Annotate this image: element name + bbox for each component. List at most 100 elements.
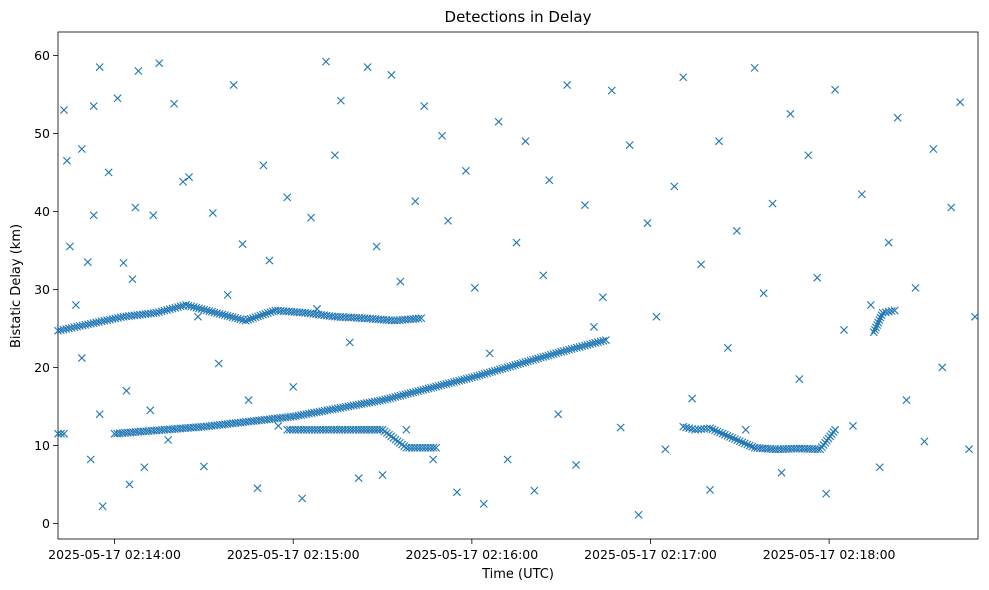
data-point <box>77 145 86 153</box>
data-point <box>786 109 795 118</box>
x-tick-label: 2025-05-17 02:18:00 <box>763 547 896 562</box>
data-point <box>192 303 201 312</box>
data-point <box>434 381 443 390</box>
data-point <box>634 510 643 519</box>
data-point <box>214 359 223 368</box>
data-point <box>472 372 481 381</box>
data-point <box>263 309 272 317</box>
data-point <box>516 359 525 368</box>
data-point <box>83 258 92 267</box>
data-point <box>813 273 822 282</box>
data-point <box>652 312 661 321</box>
data-point <box>893 113 902 122</box>
data-point <box>54 429 62 438</box>
x-axis: 2025-05-17 02:14:00 2025-05-17 02:15:00 20… <box>48 539 896 562</box>
data-point <box>503 363 512 372</box>
data-point <box>546 350 555 359</box>
data-point <box>479 499 488 508</box>
data-point <box>182 301 191 309</box>
data-point <box>414 314 423 323</box>
data-point <box>530 486 539 495</box>
data-point <box>154 308 163 317</box>
data-point <box>452 377 461 386</box>
data-point <box>244 315 253 324</box>
data-point <box>89 211 98 220</box>
data-point <box>160 306 169 315</box>
data-point <box>539 352 548 361</box>
data-point <box>607 86 616 95</box>
data-point <box>77 354 86 363</box>
data-point <box>563 81 572 90</box>
data-point <box>485 349 494 358</box>
data-point <box>536 353 545 362</box>
data-point <box>461 166 470 175</box>
data-point <box>421 385 430 394</box>
data-point <box>708 425 717 434</box>
data-point <box>475 371 484 380</box>
data-point <box>732 226 741 235</box>
data-point <box>795 375 804 384</box>
data-point <box>194 304 203 313</box>
data-point <box>593 338 602 347</box>
data-point <box>956 98 965 107</box>
data-point <box>86 455 95 464</box>
data-point <box>875 463 884 472</box>
data-point <box>545 176 554 185</box>
data-point <box>688 394 697 403</box>
data-point <box>733 436 742 445</box>
data-point <box>313 304 322 313</box>
data-point <box>965 445 974 454</box>
data-point <box>429 443 438 452</box>
data-point <box>168 304 177 313</box>
y-tick-label: 60 <box>34 48 50 63</box>
data-point <box>244 396 253 405</box>
data-point <box>599 336 608 345</box>
data-point <box>363 63 372 72</box>
data-point <box>259 161 268 170</box>
data-point <box>207 307 216 316</box>
data-point <box>98 502 107 511</box>
data-point <box>134 67 143 75</box>
data-point <box>424 384 433 393</box>
data-point <box>512 238 521 247</box>
data-point <box>122 386 131 395</box>
data-point <box>220 311 229 320</box>
data-point <box>588 339 597 348</box>
data-point <box>460 375 469 384</box>
data-point <box>583 340 592 349</box>
data-point <box>470 372 479 381</box>
data-point <box>432 382 441 391</box>
y-tick-label: 10 <box>34 438 50 453</box>
data-point <box>541 352 550 361</box>
data-point <box>565 345 574 354</box>
data-point <box>526 356 535 365</box>
data-point <box>745 441 754 450</box>
y-tick-label: 40 <box>34 204 50 219</box>
data-point <box>544 351 553 360</box>
data-point <box>470 283 479 292</box>
data-point <box>581 201 589 210</box>
data-point <box>831 85 840 94</box>
data-point <box>283 193 292 202</box>
data-point <box>511 361 520 370</box>
data-point <box>706 424 715 433</box>
x-tick-label: 2025-05-17 02:15:00 <box>227 547 360 562</box>
data-point <box>372 242 381 251</box>
data-point <box>378 471 387 480</box>
data-point <box>534 354 543 363</box>
data-point <box>498 364 507 373</box>
plot-area <box>57 31 979 540</box>
data-point <box>197 305 206 314</box>
data-point <box>438 131 447 140</box>
data-point <box>572 460 581 469</box>
data-point <box>777 468 786 477</box>
data-point <box>452 488 461 497</box>
x-tick-label: 2025-05-17 02:16:00 <box>405 547 538 562</box>
data-point <box>163 305 172 314</box>
data-point <box>679 422 688 431</box>
data-point <box>743 440 752 449</box>
data-point <box>706 485 715 494</box>
data-point <box>508 361 517 370</box>
data-point <box>549 350 558 358</box>
